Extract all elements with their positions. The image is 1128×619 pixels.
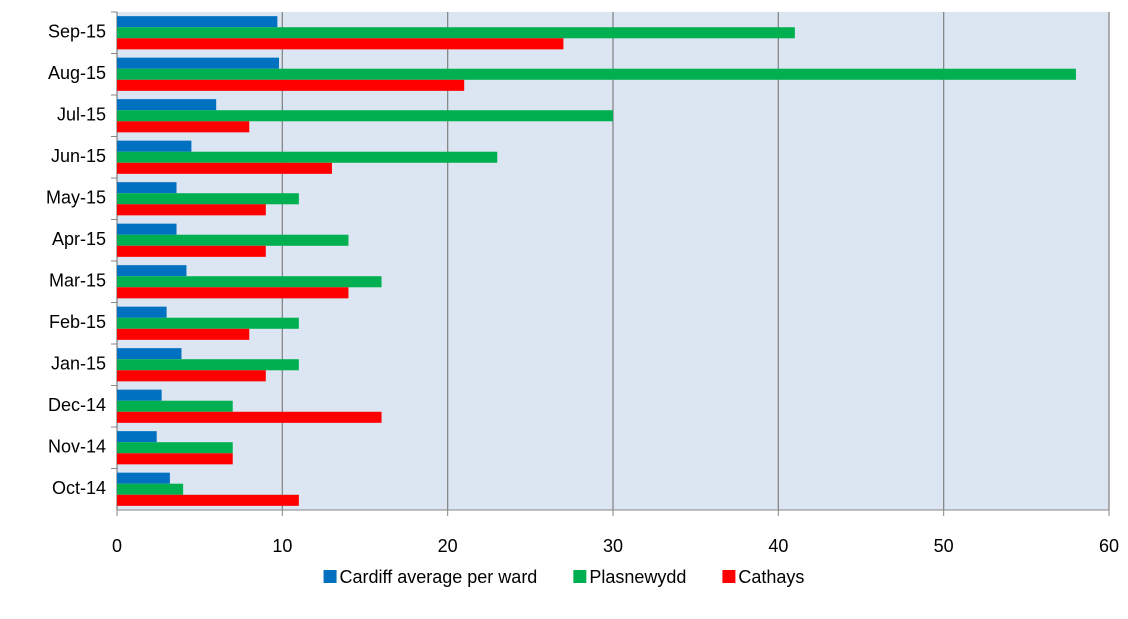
legend-label: Cathays <box>738 567 804 587</box>
bar <box>117 472 170 484</box>
bar <box>117 140 192 152</box>
bar <box>117 68 1076 80</box>
bar <box>117 99 217 111</box>
bar <box>117 359 299 371</box>
bar <box>117 442 233 454</box>
bar <box>117 483 184 495</box>
bar <box>117 110 613 122</box>
y-tick-label: Dec-14 <box>48 395 106 415</box>
bar <box>117 306 167 318</box>
bar <box>117 121 250 133</box>
bar <box>117 265 187 277</box>
bar <box>117 193 299 205</box>
bar <box>117 182 177 194</box>
x-tick-label: 20 <box>438 536 458 556</box>
bar <box>117 162 332 174</box>
y-tick-label: Aug-15 <box>48 63 106 83</box>
legend-swatch <box>722 570 736 583</box>
y-tick-label: Jan-15 <box>51 354 106 374</box>
x-tick-label: 10 <box>272 536 292 556</box>
y-tick-label: Mar-15 <box>49 271 106 291</box>
bar <box>117 16 278 28</box>
bar <box>117 370 266 382</box>
y-tick-label: Feb-15 <box>49 312 106 332</box>
bar <box>117 223 177 235</box>
y-tick-label: Oct-14 <box>52 478 106 498</box>
bar <box>117 431 157 443</box>
legend-swatch <box>323 570 337 583</box>
bar <box>117 494 299 506</box>
bar <box>117 317 299 329</box>
y-tick-label: Jul-15 <box>57 105 106 125</box>
bar <box>117 57 280 69</box>
bar <box>117 276 382 288</box>
x-tick-label: 60 <box>1099 536 1119 556</box>
y-tick-label: May-15 <box>46 188 106 208</box>
legend-label: Cardiff average per ward <box>340 567 538 587</box>
x-tick-label: 0 <box>112 536 122 556</box>
y-tick-label: Sep-15 <box>48 22 106 42</box>
bar <box>117 38 564 50</box>
y-tick-label: Jun-15 <box>51 146 106 166</box>
bar <box>117 411 382 423</box>
bar <box>117 328 250 340</box>
x-tick-label: 30 <box>603 536 623 556</box>
x-tick-label: 50 <box>934 536 954 556</box>
y-tick-label: Apr-15 <box>52 229 106 249</box>
x-tick-label: 40 <box>768 536 788 556</box>
bar <box>117 453 233 465</box>
y-tick-label: Nov-14 <box>48 437 106 457</box>
bar <box>117 204 266 216</box>
bar <box>117 348 182 360</box>
bar <box>117 79 465 91</box>
bar <box>117 287 349 299</box>
legend-label: Plasnewydd <box>589 567 686 587</box>
bar <box>117 151 498 163</box>
bar <box>117 389 162 401</box>
bar <box>117 234 349 246</box>
bar <box>117 245 266 257</box>
legend-swatch <box>573 570 587 583</box>
bar <box>117 27 795 39</box>
bar <box>117 400 233 412</box>
